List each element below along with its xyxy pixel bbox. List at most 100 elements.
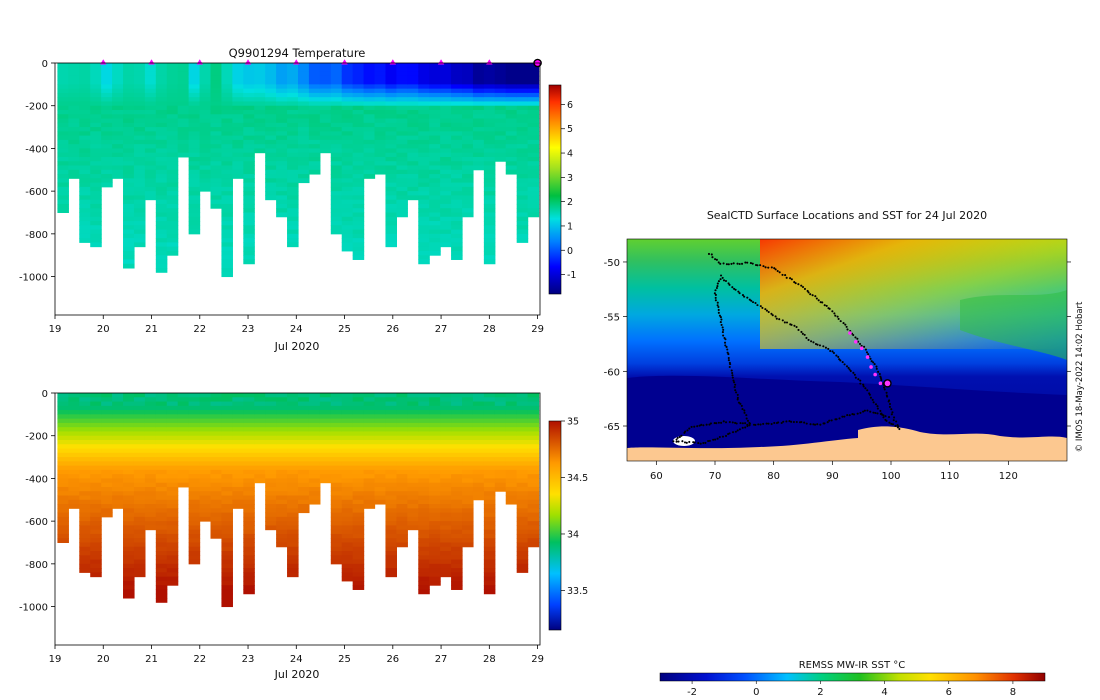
salinity-cell bbox=[155, 427, 168, 432]
salinity-cell bbox=[418, 401, 430, 407]
track-point bbox=[732, 262, 735, 265]
salinity-cell bbox=[330, 512, 343, 518]
salinity-cell bbox=[144, 439, 157, 445]
salinity-cell bbox=[155, 474, 168, 479]
temperature-cell bbox=[188, 84, 201, 90]
temperature-cell bbox=[144, 131, 157, 137]
salinity-cell bbox=[462, 427, 474, 432]
track-point bbox=[722, 279, 726, 282]
track-point bbox=[767, 266, 770, 269]
temperature-cell bbox=[483, 255, 496, 260]
temperature-cell bbox=[155, 178, 168, 184]
temperature-cell bbox=[418, 161, 430, 167]
temperature-cell bbox=[308, 118, 321, 124]
salinity-cell bbox=[494, 452, 507, 458]
temperature-cell bbox=[440, 182, 452, 188]
salinity-cell bbox=[483, 422, 496, 428]
salinity-cell bbox=[232, 491, 244, 497]
temperature-cell bbox=[385, 195, 397, 201]
salinity-cell bbox=[429, 504, 441, 509]
temperature-cell bbox=[123, 174, 135, 179]
temperature-cell bbox=[188, 165, 201, 171]
track-point bbox=[864, 348, 867, 351]
temperature-cell bbox=[221, 122, 233, 128]
salinity-cell bbox=[429, 542, 441, 548]
salinity-cell bbox=[123, 512, 135, 518]
salinity-cell bbox=[352, 410, 365, 415]
salinity-cell bbox=[166, 461, 179, 467]
temperature-cell bbox=[352, 221, 365, 226]
temperature-cell bbox=[79, 122, 91, 128]
salinity-cell bbox=[188, 439, 201, 445]
temperature-cell bbox=[472, 165, 485, 171]
salinity-cell bbox=[90, 529, 102, 535]
temperature-cell bbox=[210, 152, 223, 158]
track-point bbox=[834, 314, 837, 317]
temperature-cell bbox=[243, 199, 255, 205]
temperature-cell bbox=[68, 152, 80, 158]
salinity-cell bbox=[319, 478, 332, 484]
track-point bbox=[872, 401, 875, 404]
track-point bbox=[891, 423, 895, 426]
salinity-cell bbox=[451, 452, 463, 458]
temperature-cell bbox=[418, 229, 430, 235]
salinity-cell bbox=[341, 568, 354, 573]
temperature-cell bbox=[155, 122, 168, 128]
salinity-cell bbox=[243, 555, 255, 561]
salinity-cell bbox=[440, 499, 452, 505]
salinity-cell bbox=[276, 427, 288, 432]
salinity-cell bbox=[352, 568, 365, 573]
salinity-cell bbox=[462, 401, 474, 407]
temperature-cell bbox=[483, 199, 496, 205]
colorbar-tick-label: 5 bbox=[567, 124, 573, 135]
temperature-x-axis: 19 20 21 22 23 24 25 26 27 28 29 bbox=[49, 315, 544, 335]
salinity-cell bbox=[90, 499, 102, 505]
temperature-cell bbox=[79, 225, 91, 231]
temperature-cell bbox=[254, 71, 266, 77]
salinity-cell bbox=[221, 495, 233, 501]
temperature-cell bbox=[112, 174, 124, 179]
temperature-cell bbox=[101, 165, 113, 171]
temperature-cell bbox=[133, 242, 146, 248]
x-tick-label: 20 bbox=[97, 654, 110, 665]
salinity-cell bbox=[483, 551, 496, 556]
salinity-cell bbox=[287, 414, 299, 420]
temperature-cell bbox=[265, 101, 277, 107]
salinity-cell bbox=[418, 397, 430, 403]
temperature-cell bbox=[483, 101, 496, 107]
salinity-cell bbox=[472, 439, 485, 445]
temperature-cell bbox=[232, 75, 244, 81]
salinity-cell bbox=[319, 401, 332, 407]
salinity-cell bbox=[166, 465, 179, 471]
salinity-cell bbox=[297, 465, 310, 471]
latitude-tick-label: -50 bbox=[604, 258, 620, 269]
temperature-cell bbox=[133, 233, 146, 239]
temperature-cell bbox=[276, 139, 288, 145]
salinity-cell bbox=[385, 572, 397, 578]
temperature-cell bbox=[429, 178, 441, 184]
salinity-cell bbox=[341, 482, 354, 488]
salinity-cell bbox=[527, 542, 540, 548]
salinity-cell bbox=[243, 422, 255, 428]
track-point bbox=[809, 423, 812, 426]
temperature-cell bbox=[79, 92, 91, 98]
track-point bbox=[748, 422, 751, 425]
track-point bbox=[803, 287, 807, 291]
temperature-cell bbox=[199, 131, 212, 137]
salinity-cell bbox=[527, 521, 540, 526]
salinity-cell bbox=[265, 525, 277, 531]
track-point bbox=[803, 333, 806, 336]
temperature-cell bbox=[407, 122, 419, 128]
temperature-cell bbox=[374, 109, 387, 115]
salinity-cell bbox=[188, 551, 201, 556]
salinity-cell bbox=[429, 512, 441, 518]
track-point bbox=[754, 301, 757, 305]
temperature-cell bbox=[210, 101, 223, 107]
salinity-cell bbox=[451, 393, 463, 398]
salinity-cell bbox=[188, 504, 201, 509]
salinity-cell bbox=[297, 474, 310, 479]
temperature-cell bbox=[396, 152, 408, 158]
temperature-cell bbox=[101, 161, 113, 167]
salinity-cell bbox=[440, 410, 452, 415]
track-point bbox=[678, 435, 681, 439]
